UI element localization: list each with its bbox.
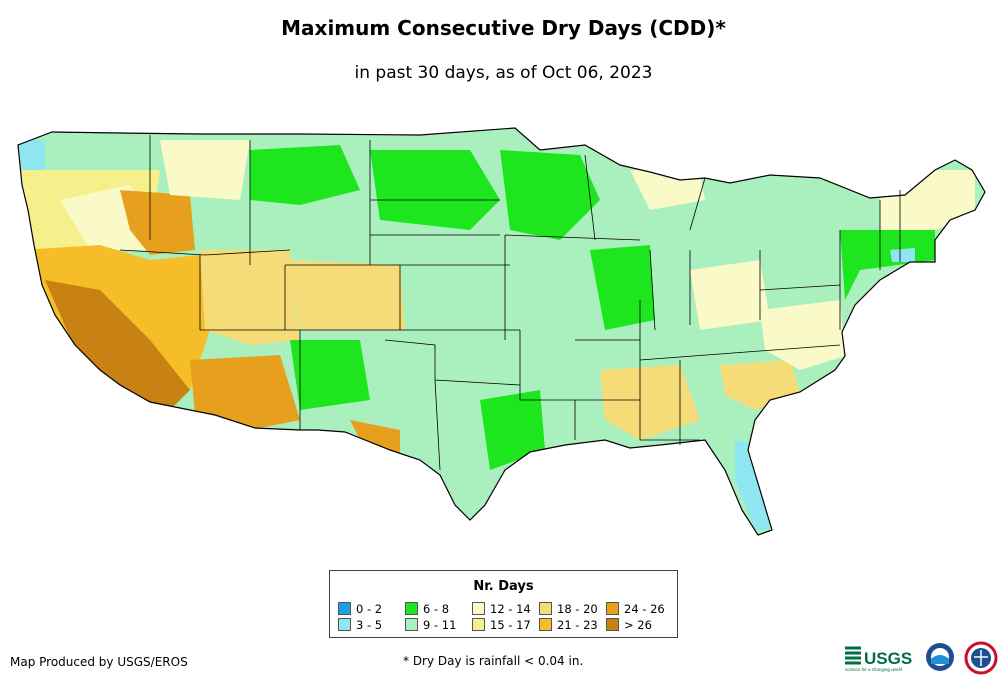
region-colorado-18-20 <box>290 260 405 330</box>
legend-label: 9 - 11 <box>423 618 457 632</box>
legend-swatch <box>539 602 552 615</box>
region-utah-18-20 <box>200 250 300 345</box>
region-idaho-24-26 <box>120 190 195 255</box>
legend-label: > 26 <box>624 618 652 632</box>
legend-item: 9 - 11 <box>405 618 456 632</box>
region-arizona-24-26 <box>190 355 300 430</box>
legend-swatch <box>405 602 418 615</box>
region-dakotas-6-8 <box>370 150 500 230</box>
state-borders <box>119 135 901 471</box>
region-montana-west-12-14 <box>160 140 250 200</box>
legend-swatch <box>539 618 552 631</box>
legend: Nr. Days 0 - 2 3 - 5 6 - 8 9 - 11 12 - 1… <box>329 570 678 638</box>
region-montana-6-8 <box>250 145 360 205</box>
legend-swatch <box>338 602 351 615</box>
legend-label: 0 - 2 <box>356 602 383 616</box>
legend-label: 3 - 5 <box>356 618 383 632</box>
usgs-tagline: science for a changing world <box>845 667 903 672</box>
legend-item: 18 - 20 <box>539 602 598 616</box>
legend-swatch <box>606 618 619 631</box>
region-east-texas-6-8 <box>480 390 545 470</box>
region-newmexico-6-8 <box>290 340 370 410</box>
region-newengland-6-8 <box>840 230 935 300</box>
legend-item: 15 - 17 <box>472 618 531 632</box>
region-ohio-12-14 <box>690 260 770 330</box>
legend-item: > 26 <box>606 618 652 632</box>
legend-item: 12 - 14 <box>472 602 531 616</box>
region-socal-over-26 <box>45 280 190 410</box>
region-rhode-island-3-5 <box>890 248 915 262</box>
legend-label: 6 - 8 <box>423 602 450 616</box>
map-subtitle: in past 30 days, as of Oct 06, 2023 <box>354 63 653 83</box>
region-virginia-12-14 <box>760 300 845 370</box>
region-alabama-18-20 <box>600 365 700 440</box>
legend-item: 6 - 8 <box>405 602 449 616</box>
legend-label: 24 - 26 <box>624 602 665 616</box>
noaa-logo <box>926 643 954 671</box>
legend-item: 21 - 23 <box>539 618 598 632</box>
legend-swatch <box>338 618 351 631</box>
nws-logo <box>964 641 998 675</box>
legend-swatch <box>606 602 619 615</box>
map-credit: Map Produced by USGS/EROS <box>10 655 188 669</box>
legend-label: 15 - 17 <box>490 618 531 632</box>
legend-label: 12 - 14 <box>490 602 531 616</box>
legend-item: 3 - 5 <box>338 618 382 632</box>
legend-swatch <box>472 618 485 631</box>
legend-swatch <box>405 618 418 631</box>
legend-label: 21 - 23 <box>557 618 598 632</box>
region-washington-coast-3-5 <box>18 140 45 170</box>
usgs-logo: USGS science for a changing world <box>845 646 912 672</box>
region-florida-3-5 <box>735 440 770 530</box>
legend-item: 24 - 26 <box>606 602 665 616</box>
legend-title: Nr. Days <box>473 579 534 594</box>
region-maine-12-14 <box>880 170 975 230</box>
legend-swatch <box>472 602 485 615</box>
agency-logos: USGS science for a changing world <box>845 641 998 675</box>
legend-item: 0 - 2 <box>338 602 382 616</box>
map-title: Maximum Consecutive Dry Days (CDD)* <box>281 16 726 40</box>
region-illinois-6-8 <box>590 245 655 330</box>
dry-day-footnote: * Dry Day is rainfall < 0.04 in. <box>403 654 584 668</box>
region-minnesota-6-8 <box>500 150 600 240</box>
usgs-logo-text: USGS <box>864 649 912 668</box>
legend-label: 18 - 20 <box>557 602 598 616</box>
